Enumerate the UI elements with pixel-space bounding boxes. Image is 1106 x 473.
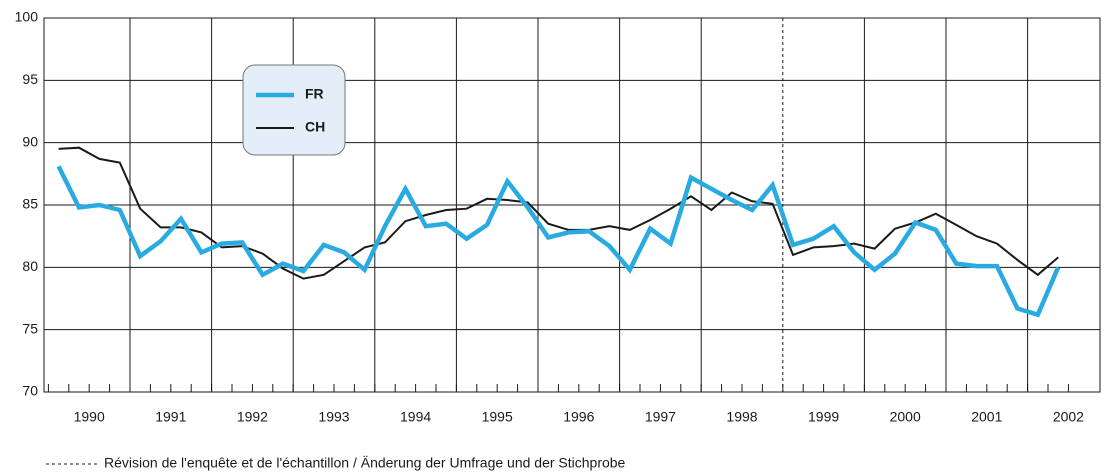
y-tick-label: 95 xyxy=(22,71,38,87)
y-tick-label: 85 xyxy=(22,196,38,212)
revision-note: Révision de l'enquête et de l'échantillo… xyxy=(104,455,626,471)
x-tick-label: 2001 xyxy=(971,409,1002,425)
legend-label: FR xyxy=(305,86,324,102)
x-tick-label: 1992 xyxy=(237,409,268,425)
y-tick-label: 75 xyxy=(22,320,38,336)
series-line xyxy=(56,165,1061,318)
y-tick-label: 70 xyxy=(22,383,38,399)
x-tick-label: 1994 xyxy=(400,409,431,425)
x-tick-label: 1996 xyxy=(563,409,594,425)
x-tick-label: 1990 xyxy=(74,409,105,425)
x-tick-label: 1997 xyxy=(645,409,676,425)
x-tick-label: 1995 xyxy=(482,409,513,425)
legend-label: CH xyxy=(305,119,325,135)
y-tick-label: 90 xyxy=(22,133,38,149)
x-tick-label: 2000 xyxy=(890,409,921,425)
x-tick-label: 1998 xyxy=(726,409,757,425)
series-line xyxy=(58,146,1059,280)
y-tick-label: 80 xyxy=(22,258,38,274)
x-tick-label: 2002 xyxy=(1053,409,1084,425)
x-tick-label: 1991 xyxy=(155,409,186,425)
x-tick-label: 1993 xyxy=(318,409,349,425)
y-tick-label: 100 xyxy=(15,9,39,25)
x-tick-label: 1999 xyxy=(808,409,839,425)
legend-box xyxy=(242,64,346,156)
